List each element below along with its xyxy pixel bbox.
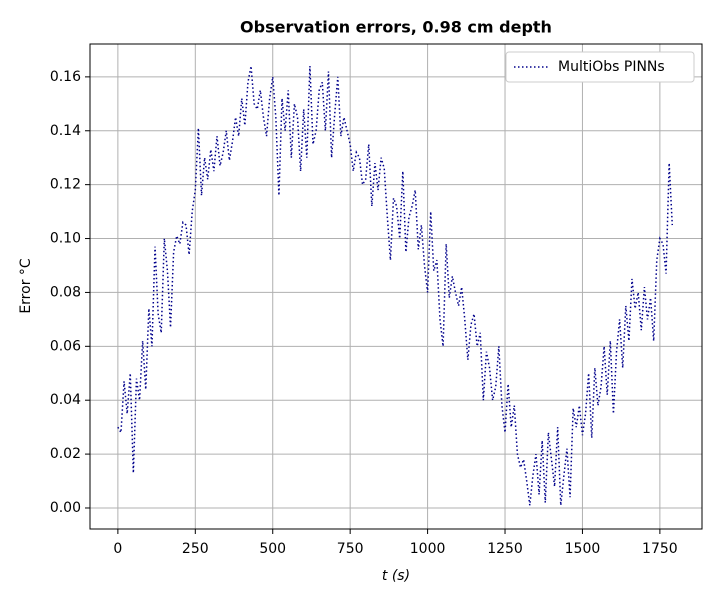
y-tick-label: 0.12: [50, 177, 81, 193]
y-tick-label: 0.14: [50, 123, 81, 139]
x-tick-label: 750: [337, 541, 364, 557]
y-tick-label: 0.02: [50, 446, 81, 462]
y-tick-label: 0.08: [50, 284, 81, 300]
x-tick-label: 1250: [487, 541, 523, 557]
y-tick-label: 0.10: [50, 231, 81, 247]
y-axis-label: Error °C: [18, 258, 34, 314]
x-axis-label: t (s): [382, 568, 410, 584]
y-tick-label: 0.04: [50, 392, 81, 408]
y-tick-label: 0.00: [50, 500, 81, 516]
x-tick-label: 500: [259, 541, 286, 557]
y-tick-label: 0.16: [50, 69, 81, 85]
chart-title: Observation errors, 0.98 cm depth: [240, 18, 552, 37]
plot-frame: [89, 43, 703, 530]
legend-box: [505, 51, 695, 83]
x-tick-label: 0: [113, 541, 122, 557]
y-tick-label: 0.06: [50, 338, 81, 354]
x-tick-label: 1750: [642, 541, 678, 557]
data-line: [117, 65, 674, 506]
x-tick-label: 1000: [410, 541, 446, 557]
x-tick-label: 1500: [565, 541, 601, 557]
legend-label: MultiObs PINNs: [558, 59, 665, 75]
x-tick-label: 250: [182, 541, 209, 557]
